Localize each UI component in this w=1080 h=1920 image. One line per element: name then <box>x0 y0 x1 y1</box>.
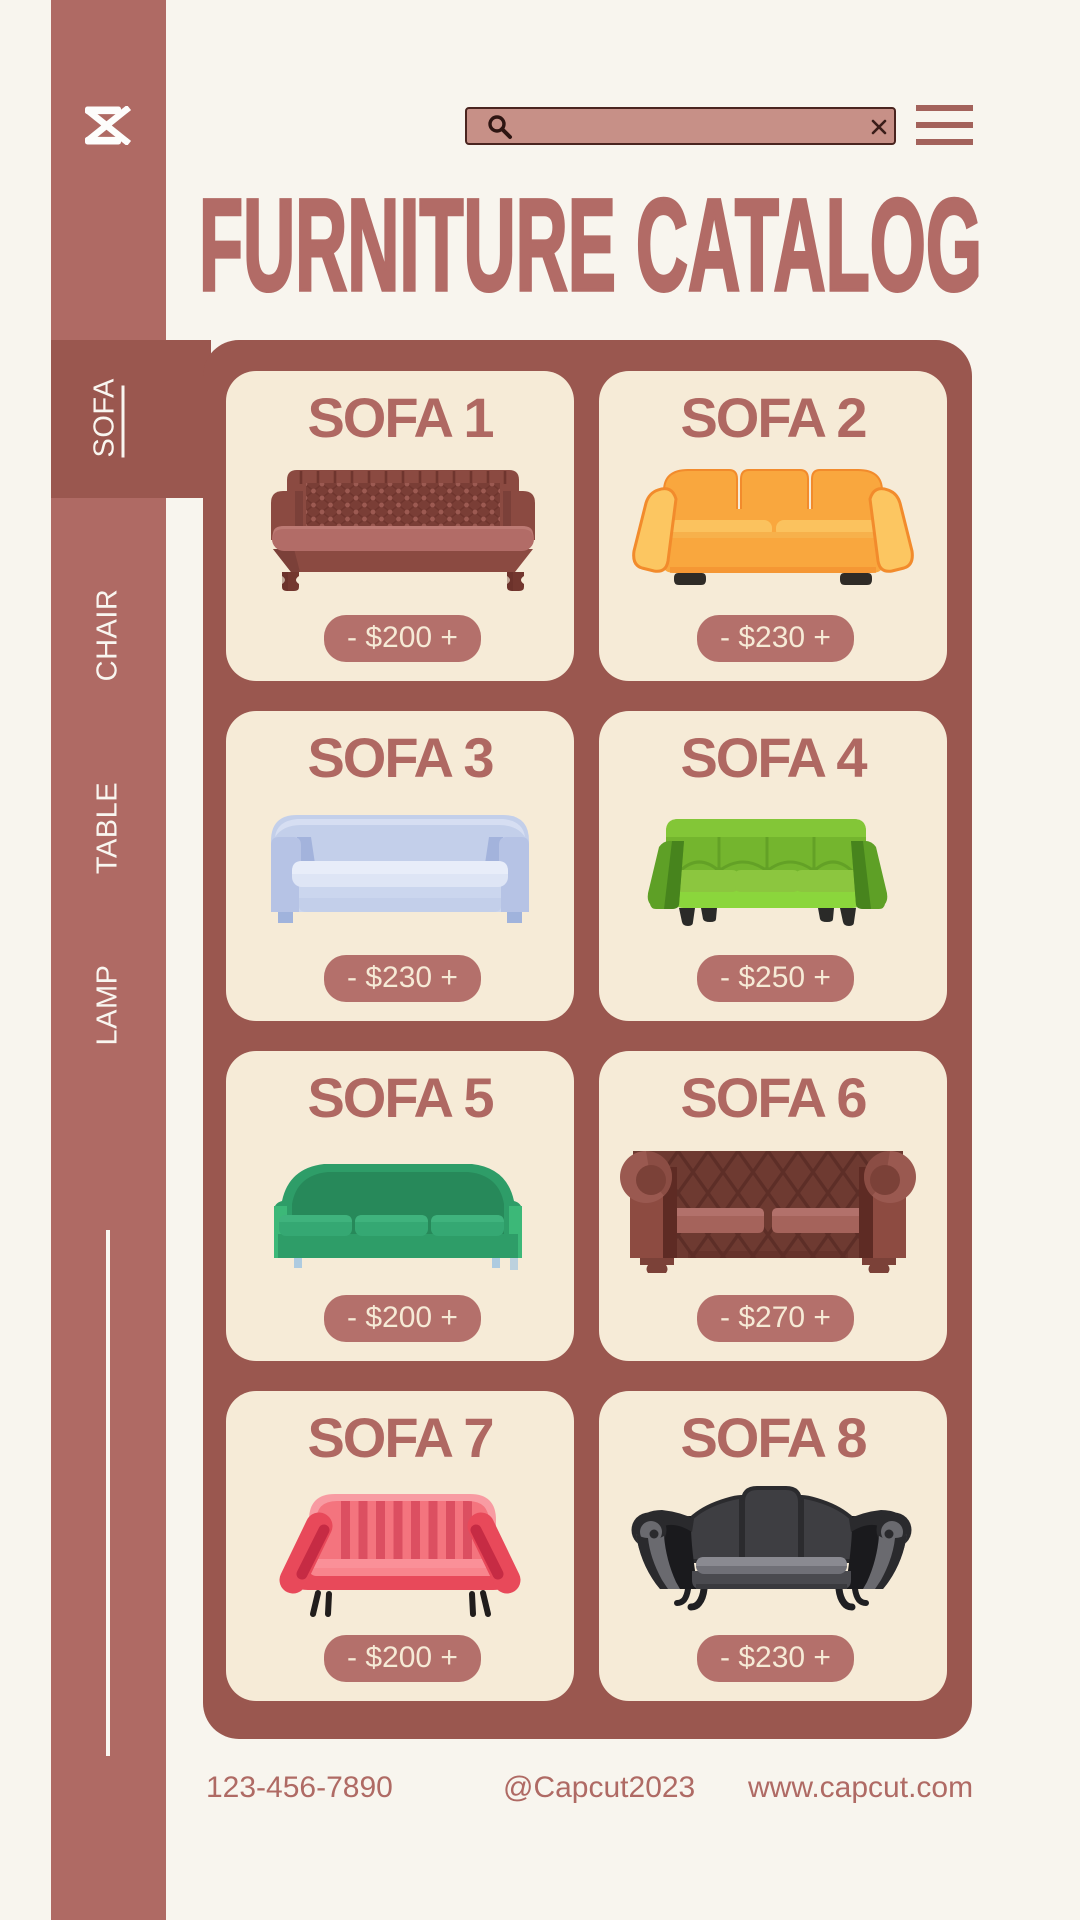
svg-text:FURNITURE CATALOG: FURNITURE CATALOG <box>199 180 982 310</box>
